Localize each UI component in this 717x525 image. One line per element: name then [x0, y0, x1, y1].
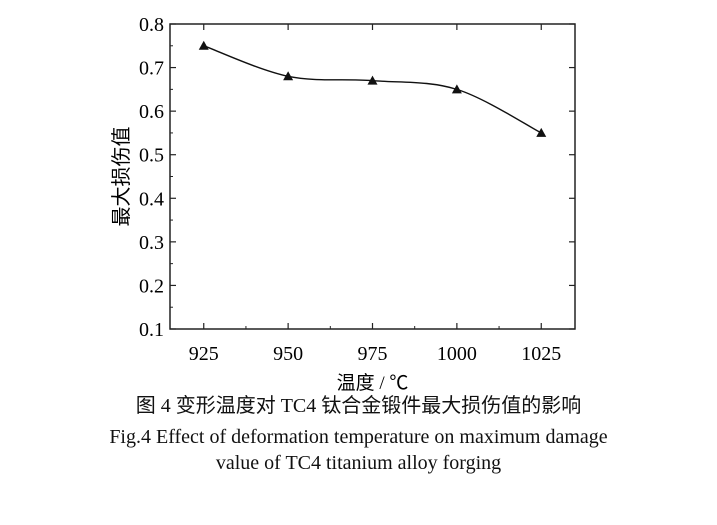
line-chart: 0.1 0.2 0.3 0.4 0.5 0.6 0.7 0.8 925 950 975 1000 102…: [110, 14, 576, 394]
data-point-triangle: [198, 40, 209, 50]
x-tick-label: 1025: [521, 343, 561, 365]
y-tick-label: 0.7: [139, 58, 164, 80]
x-tick-label: 1000: [437, 343, 477, 365]
figure-caption-en-line2: value of TC4 titanium alloy forging: [215, 452, 502, 474]
y-tick-label: 0.4: [139, 188, 164, 210]
x-axis-label: 温度 / ℃: [337, 372, 409, 394]
data-point-triangle: [367, 75, 378, 85]
data-point-triangle: [283, 71, 294, 81]
data-point-triangle: [536, 127, 547, 137]
data-point-triangle: [451, 84, 462, 94]
y-axis-label: 最大损伤值: [110, 127, 133, 227]
x-tick-label: 975: [358, 343, 388, 365]
y-tick-label: 0.2: [139, 275, 164, 297]
y-tick-label: 0.3: [139, 232, 164, 254]
y-tick-label: 0.5: [139, 145, 164, 167]
y-tick-label: 0.8: [139, 14, 164, 36]
x-tick-label: 950: [273, 343, 303, 365]
y-tick-label: 0.1: [139, 319, 164, 341]
figure-caption-en-line1: Fig.4 Effect of deformation temperature …: [109, 426, 608, 448]
plot-frame: [169, 23, 576, 330]
figure-caption-zh: 图 4 变形温度对 TC4 钛合金锻件最大损伤值的影响: [135, 395, 582, 417]
series-line: [203, 45, 542, 134]
x-tick-label: 925: [189, 343, 219, 365]
y-tick-label: 0.6: [139, 101, 164, 123]
